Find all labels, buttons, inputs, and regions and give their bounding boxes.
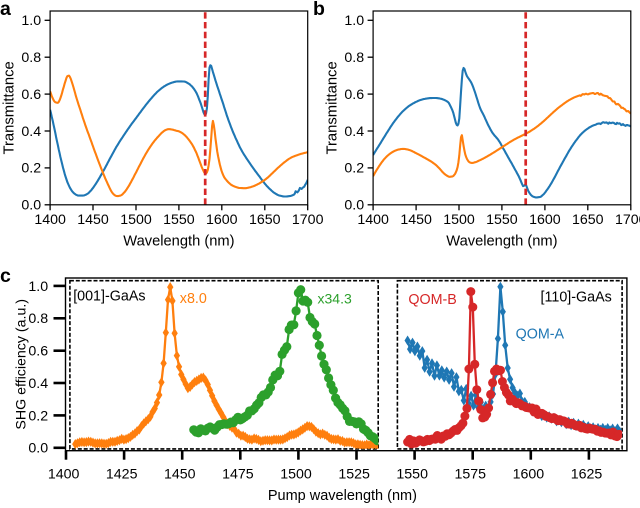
svg-text:1450: 1450: [77, 212, 109, 228]
svg-text:1600: 1600: [206, 212, 238, 228]
svg-text:0.2: 0.2: [21, 161, 41, 177]
svg-text:1550: 1550: [396, 467, 428, 483]
svg-text:1575: 1575: [455, 467, 487, 483]
svg-text:1550: 1550: [163, 212, 195, 228]
svg-text:1700: 1700: [292, 212, 324, 228]
svg-text:1400: 1400: [34, 212, 66, 228]
svg-text:0.4: 0.4: [28, 376, 48, 392]
svg-text:1550: 1550: [486, 212, 518, 228]
svg-text:0.0: 0.0: [344, 198, 364, 214]
svg-text:1600: 1600: [529, 212, 561, 228]
svg-text:1.0: 1.0: [344, 13, 364, 29]
svg-text:1400: 1400: [357, 212, 389, 228]
svg-text:0.0: 0.0: [21, 198, 41, 214]
svg-text:0.8: 0.8: [344, 50, 364, 66]
svg-text:0.2: 0.2: [28, 408, 48, 424]
svg-text:Wavelength (nm): Wavelength (nm): [446, 233, 557, 249]
svg-text:0.6: 0.6: [344, 87, 364, 103]
svg-text:x8.0: x8.0: [180, 291, 207, 307]
svg-text:1650: 1650: [249, 212, 281, 228]
svg-text:0.0: 0.0: [28, 441, 48, 457]
svg-text:1400: 1400: [48, 467, 80, 483]
svg-text:1525: 1525: [338, 467, 370, 483]
svg-text:QOM-B: QOM-B: [408, 292, 456, 308]
svg-text:Transmittance: Transmittance: [2, 61, 18, 154]
svg-text:1600: 1600: [513, 467, 545, 483]
svg-text:Pump wavelength (nm): Pump wavelength (nm): [268, 488, 417, 503]
svg-text:b: b: [313, 0, 325, 20]
svg-text:[001]-GaAs: [001]-GaAs: [73, 289, 145, 305]
svg-text:1650: 1650: [572, 212, 604, 228]
svg-text:c: c: [0, 265, 11, 287]
svg-text:1500: 1500: [120, 212, 152, 228]
svg-text:1450: 1450: [164, 467, 196, 483]
svg-text:Wavelength (nm): Wavelength (nm): [123, 233, 234, 249]
svg-text:a: a: [0, 0, 11, 20]
svg-text:0.2: 0.2: [344, 161, 364, 177]
svg-text:1425: 1425: [106, 467, 138, 483]
svg-text:1500: 1500: [443, 212, 475, 228]
svg-text:1475: 1475: [222, 467, 254, 483]
svg-text:1625: 1625: [571, 467, 603, 483]
svg-text:0.6: 0.6: [21, 87, 41, 103]
svg-text:[110]-GaAs: [110]-GaAs: [541, 290, 612, 306]
svg-text:1500: 1500: [280, 467, 312, 483]
svg-text:Transmittance: Transmittance: [325, 61, 341, 154]
svg-text:0.8: 0.8: [21, 50, 41, 66]
svg-text:1450: 1450: [400, 212, 432, 228]
svg-text:0.6: 0.6: [28, 344, 48, 360]
svg-text:x34.3: x34.3: [318, 290, 352, 306]
svg-text:1.0: 1.0: [28, 279, 48, 295]
svg-text:SHG efficiency (a.u.): SHG efficiency (a.u.): [13, 299, 29, 430]
svg-text:1.0: 1.0: [21, 13, 41, 29]
svg-text:1700: 1700: [615, 212, 640, 228]
svg-text:QOM-A: QOM-A: [516, 326, 565, 342]
svg-text:0.4: 0.4: [344, 124, 364, 140]
svg-text:0.8: 0.8: [28, 311, 48, 327]
svg-text:0.4: 0.4: [21, 124, 41, 140]
